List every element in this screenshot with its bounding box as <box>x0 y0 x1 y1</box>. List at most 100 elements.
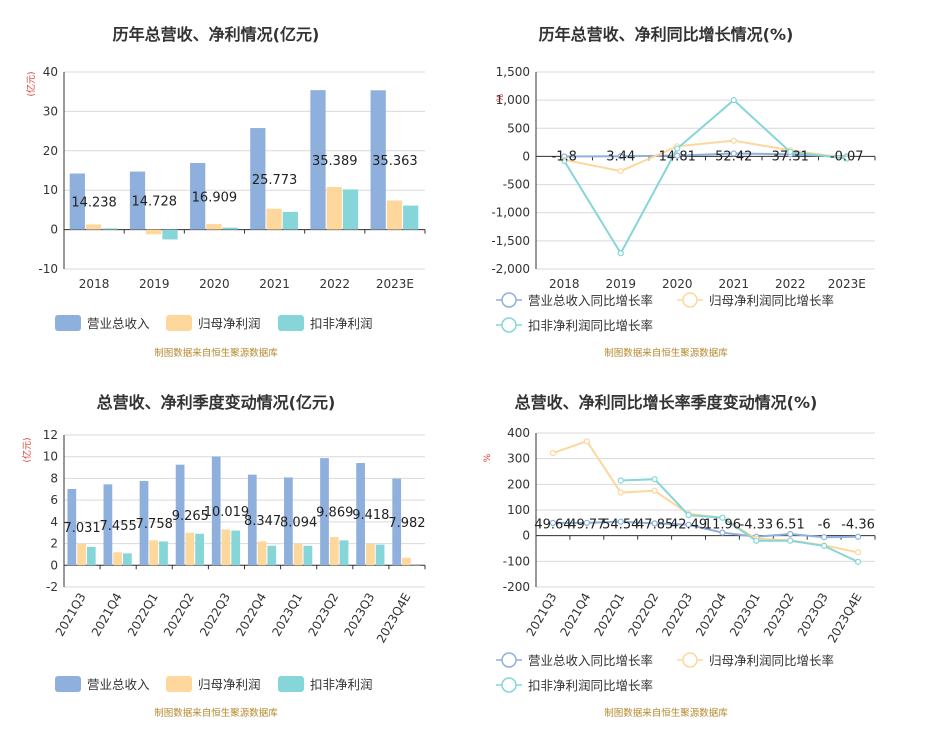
legend-label: 扣非净利润同比增长率 <box>528 318 653 333</box>
y-tick-label: 300 <box>507 452 530 466</box>
line-data-label: 11.96 <box>704 518 741 533</box>
x-tick-label: 2023Q4E <box>374 591 414 646</box>
legend-label: 归母净利润同比增长率 <box>709 293 834 308</box>
legend-marker <box>501 292 517 308</box>
bar-deducted-profit <box>403 205 419 230</box>
bar-deducted-profit <box>339 540 349 566</box>
x-tick-label: 2019 <box>605 277 636 291</box>
line-point <box>719 529 726 536</box>
bar-revenue <box>67 488 77 566</box>
line-point <box>719 514 726 521</box>
bar-net-profit <box>85 224 102 230</box>
bar-deducted-profit <box>102 228 118 230</box>
line-data-label: 37.31 <box>772 149 809 164</box>
series-line-deducted-profit-growth <box>620 478 859 563</box>
bar-revenue <box>370 90 386 230</box>
series-line-revenue-growth <box>564 152 847 158</box>
x-tick-label: 2023Q3 <box>342 591 378 639</box>
bar-revenue <box>190 162 206 230</box>
line-point <box>685 521 692 528</box>
legend-swatch <box>166 676 192 692</box>
line-point <box>617 250 624 257</box>
line-point <box>549 519 557 527</box>
x-tick-label: 2019 <box>139 277 170 291</box>
y-tick-label: 20 <box>43 144 58 158</box>
legend-label: 扣非净利润 <box>310 677 373 692</box>
bar-deducted-profit <box>159 541 168 566</box>
bar-revenue <box>320 458 329 566</box>
y-tick-label: -10 <box>38 262 58 276</box>
source-note: 制图数据来自恒生聚源数据库 <box>604 707 728 719</box>
bar-net-profit <box>329 537 339 566</box>
bar-data-label: 9.418 <box>352 508 389 523</box>
x-tick-label: 2022 <box>775 277 806 291</box>
chart-title: 历年总营收、净利情况(亿元) <box>113 25 320 44</box>
bar-net-profit <box>146 229 162 235</box>
bar-data-label: 14.728 <box>132 195 178 210</box>
bar-deducted-profit <box>411 565 421 566</box>
bar-deducted-profit <box>282 211 298 230</box>
source-note: 制图数据来自恒生聚源数据库 <box>154 347 278 359</box>
line-data-label: 6.51 <box>776 518 805 533</box>
bar-revenue <box>103 484 113 566</box>
x-tick-label: 2020 <box>662 277 693 291</box>
chart-group: 历年总营收、净利情况(亿元) (亿元) -10 0 10 20 30 40 2018 2019 20… <box>25 25 426 359</box>
chart-title: 总营收、净利同比增长率季度变动情况(%) <box>515 393 818 412</box>
chart-group: 历年总营收、净利同比增长情况(%)% -2,000 -1,500 -1,000 -500… <box>491 25 876 359</box>
x-tick-label: 2021Q3 <box>524 591 560 639</box>
x-tick-label: 2020 <box>199 277 230 291</box>
bar-net-profit <box>386 200 403 230</box>
y-unit-label: (亿元) <box>21 437 33 462</box>
y-tick-label: 8 <box>50 471 58 485</box>
x-tick-label: 2021 <box>259 277 290 291</box>
line-point <box>617 167 624 175</box>
y-tick-label: -1,500 <box>491 234 530 248</box>
line-point <box>685 512 692 519</box>
line-data-label: 54.54 <box>602 518 639 533</box>
line-point <box>854 549 862 556</box>
bar-net-profit <box>149 540 159 566</box>
bar-net-profit <box>402 557 411 566</box>
line-point <box>674 145 681 152</box>
source-note: 制图数据来自恒生聚源数据库 <box>604 347 728 359</box>
y-tick-label: 30 <box>43 104 58 118</box>
bar-net-profit <box>266 208 282 230</box>
bar-revenue <box>356 463 365 566</box>
line-point <box>821 534 828 541</box>
line-data-label: -4.36 <box>841 518 875 533</box>
quarterly-growth-panel: 总营收、净利同比增长率季度变动情况(%)% -200 -100 0 100 200 300 4… <box>471 368 942 736</box>
line-point <box>843 155 850 162</box>
line-point <box>583 519 590 526</box>
series-line-deducted-profit-growth <box>563 98 847 256</box>
line-data-label: 42.49 <box>670 518 707 533</box>
y-tick-label: 400 <box>507 426 530 440</box>
x-tick-label: 2022 <box>319 277 350 291</box>
legend-label: 扣非净利润同比增长率 <box>528 678 653 693</box>
x-tick-label: 2021Q4 <box>558 591 594 639</box>
bar-net-profit <box>257 541 267 566</box>
quarterly-growth-chart: 总营收、净利同比增长率季度变动情况(%)% -200 -100 0 100 200 300 4… <box>483 393 876 719</box>
line-point <box>787 148 794 156</box>
y-tick-label: 500 <box>507 121 530 135</box>
x-tick-label: 2022Q1 <box>125 591 161 639</box>
chart-title: 历年总营收、净利同比增长情况(%) <box>539 25 794 44</box>
line-point <box>561 157 568 165</box>
y-tick-label: 0 <box>50 223 58 237</box>
legend-marker <box>682 652 698 668</box>
line-point <box>617 477 624 484</box>
y-tick-label: -2 <box>46 580 58 594</box>
line-point <box>651 487 658 494</box>
y-tick-label: 10 <box>43 450 58 464</box>
quarterly-revenue-profit-panel: 总营收、净利季度变动情况(亿元) (亿元) -2 0 2 4 6 8 10 12 2021Q3 202… <box>0 368 471 736</box>
line-point <box>730 97 737 104</box>
y-tick-label: 200 <box>507 477 530 491</box>
x-tick-label: 2023Q1 <box>727 591 763 639</box>
bar-data-label: 35.363 <box>372 154 418 169</box>
bar-data-label: 7.982 <box>388 516 425 531</box>
source-note: 制图数据来自恒生聚源数据库 <box>154 707 278 719</box>
line-data-label: -0.07 <box>830 149 864 164</box>
y-tick-label: 0 <box>522 149 530 163</box>
bar-net-profit <box>77 543 86 566</box>
annual-revenue-profit-panel: 历年总营收、净利情况(亿元) (亿元) -10 0 10 20 30 40 2018 2019 20… <box>0 0 471 368</box>
series-line-net-profit-growth <box>564 139 847 173</box>
